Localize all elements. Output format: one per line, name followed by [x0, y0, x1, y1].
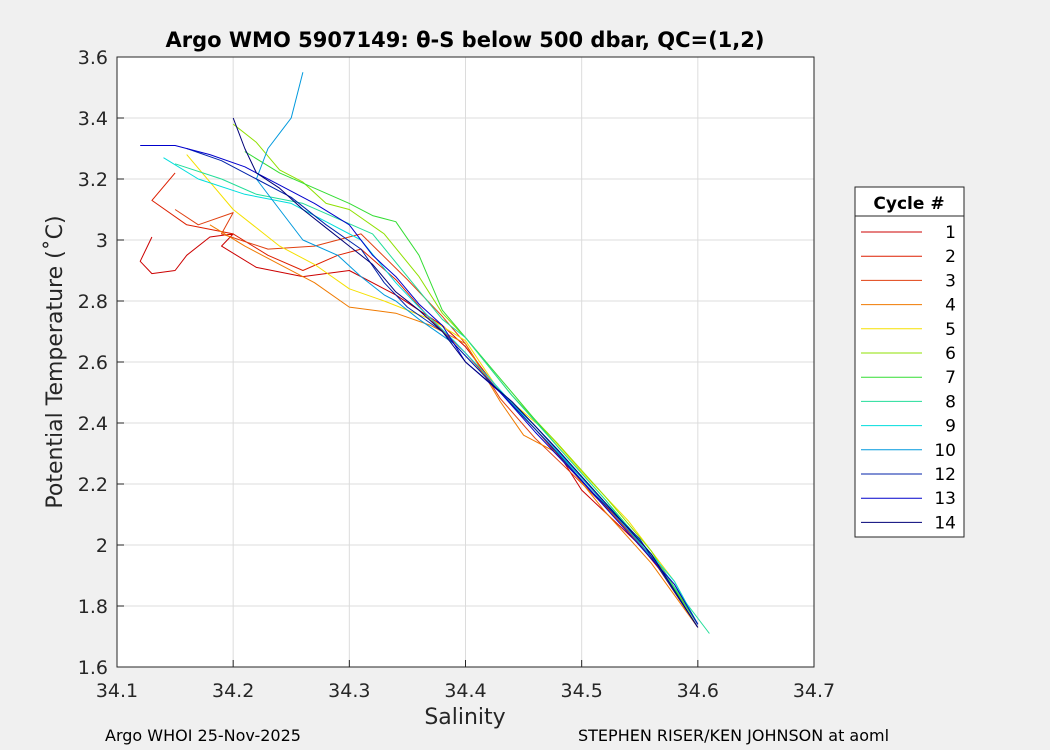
legend-label-cycle-2: 2	[945, 247, 956, 267]
series-line-cycle-6	[232, 123, 699, 625]
x-tick-label: 34.6	[677, 680, 719, 702]
x-tick-label: 34.5	[561, 680, 603, 702]
y-tick-label: 3.4	[78, 108, 108, 130]
axis-ticks: 34.1 34.2 34.3 34.4 34.5 34.6 34.7 1.6 1.8 2 2.2 2.…	[78, 47, 835, 702]
legend-label-cycle-14: 14	[934, 513, 956, 533]
series-line-cycle-12	[186, 148, 699, 628]
x-tick-label: 34.3	[328, 680, 370, 702]
chart-title: Argo WMO 5907149: θ-S below 500 dbar, QC…	[166, 28, 765, 52]
y-tick-label: 3.2	[78, 169, 108, 191]
footer-credit: STEPHEN RISER/KEN JOHNSON at aoml	[578, 726, 890, 745]
x-tick-label: 34.1	[96, 680, 138, 702]
x-tick-label: 34.2	[212, 680, 254, 702]
legend-label-cycle-4: 4	[945, 296, 956, 316]
series-line-cycle-13	[140, 145, 699, 625]
y-axis-label: Potential Temperature (˚C)	[43, 215, 68, 508]
legend-label-cycle-7: 7	[945, 368, 956, 388]
y-tick-label: 2.4	[78, 413, 108, 435]
legend-label-cycle-3: 3	[945, 271, 956, 291]
legend-label-cycle-9: 9	[945, 417, 956, 437]
footer-source: Argo WHOI 25-Nov-2025	[105, 726, 301, 745]
series-line-cycle-5	[186, 154, 699, 625]
y-tick-label: 2.6	[78, 352, 108, 374]
y-tick-label: 2	[96, 535, 108, 557]
legend-label-cycle-12: 12	[934, 465, 956, 485]
data-series-group	[139, 72, 710, 634]
series-line-cycle-8	[174, 163, 710, 634]
legend-label-cycle-8: 8	[945, 392, 956, 412]
series-line-cycle-14	[232, 117, 699, 628]
legend-label-cycle-6: 6	[945, 344, 956, 364]
y-tick-label: 2.2	[78, 474, 108, 496]
legend-box	[854, 186, 965, 538]
y-tick-label: 2.8	[78, 291, 108, 313]
legend-label-cycle-5: 5	[945, 320, 956, 340]
legend-title: Cycle #	[873, 194, 944, 214]
x-tick-label: 34.7	[793, 680, 835, 702]
y-tick-label: 1.8	[78, 596, 108, 618]
legend-label-cycle-13: 13	[934, 489, 956, 509]
legend-label-cycle-1: 1	[945, 223, 956, 243]
y-tick-label: 3	[96, 230, 108, 252]
y-tick-label: 1.6	[78, 657, 108, 679]
x-axis-label: Salinity	[424, 705, 505, 730]
x-tick-label: 34.4	[444, 680, 486, 702]
legend-label-cycle-10: 10	[934, 441, 956, 461]
y-tick-label: 3.6	[78, 47, 108, 69]
